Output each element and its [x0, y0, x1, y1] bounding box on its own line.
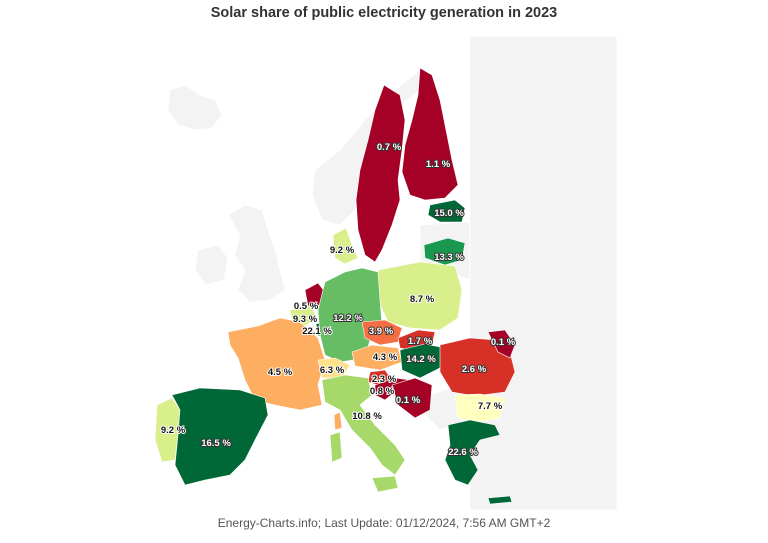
label-croatia: 0.8 % [370, 386, 395, 397]
label-poland: 8.7 % [410, 294, 435, 305]
countries [154, 67, 516, 505]
uk-shape [227, 204, 286, 303]
country-belgium[interactable] [289, 305, 319, 327]
country-greece[interactable] [444, 419, 501, 486]
label-moldova: 0.1 % [491, 337, 516, 348]
label-portugal: 9.2 % [161, 425, 186, 436]
country-spain[interactable] [171, 387, 269, 486]
country-moldova[interactable] [487, 329, 516, 359]
iceland-shape [167, 84, 223, 131]
country-finland[interactable] [401, 67, 459, 201]
credits-text: Energy-Charts.info; Last Update: 01/12/2… [217, 516, 551, 530]
label-germany: 12.2 % [333, 313, 363, 324]
label-romania: 2.6 % [462, 364, 487, 375]
label-lithuania: 13.3 % [434, 252, 464, 263]
country-lithuania[interactable] [423, 237, 466, 266]
label-italy: 10.8 % [352, 411, 382, 422]
label-hungary: 14.2 % [406, 354, 436, 365]
label-luxembourg: 22.1 % [302, 326, 332, 337]
country-corsica[interactable] [333, 411, 343, 431]
country-estonia[interactable] [427, 199, 466, 223]
country-sicily[interactable] [371, 475, 399, 493]
chart-title: Solar share of public electricity genera… [210, 5, 558, 21]
label-finland: 1.1 % [426, 159, 451, 170]
label-czechia: 3.9 % [369, 326, 394, 337]
eastern-land-mass [469, 35, 618, 511]
country-czechia[interactable] [361, 319, 403, 346]
label-sweden: 0.7 % [377, 142, 402, 153]
country-crete[interactable] [487, 495, 513, 505]
country-italy[interactable] [321, 374, 406, 476]
country-sardinia[interactable] [329, 431, 343, 463]
label-greece: 22.6 % [448, 447, 478, 458]
label-netherlands: 0.5 % [294, 301, 319, 312]
ireland-shape [194, 244, 229, 286]
country-bulgaria[interactable] [454, 393, 506, 423]
label-denmark: 9.2 % [330, 245, 355, 256]
label-switzerland: 6.3 % [320, 365, 345, 376]
country-bosnia[interactable] [391, 377, 433, 419]
label-bosnia: 0.1 % [396, 395, 421, 406]
label-slovakia: 1.7 % [408, 336, 433, 347]
country-romania[interactable] [439, 337, 516, 397]
label-france: 4.5 % [268, 367, 293, 378]
label-slovenia: 2.3 % [372, 374, 397, 385]
country-denmark[interactable] [332, 227, 359, 265]
label-belgium: 9.3 % [293, 314, 318, 325]
value-labels: 0.7 % 1.1 % 15.0 % 13.3 % 9.2 % 8.7 % 0.… [160, 141, 517, 459]
country-france[interactable] [227, 317, 326, 411]
label-spain: 16.5 % [201, 438, 231, 449]
label-bulgaria: 7.7 % [478, 401, 503, 412]
country-sweden[interactable] [355, 84, 406, 263]
country-poland[interactable] [377, 261, 463, 331]
label-estonia: 15.0 % [434, 208, 464, 219]
label-austria: 4.3 % [373, 352, 398, 363]
country-switzerland[interactable] [317, 357, 351, 379]
